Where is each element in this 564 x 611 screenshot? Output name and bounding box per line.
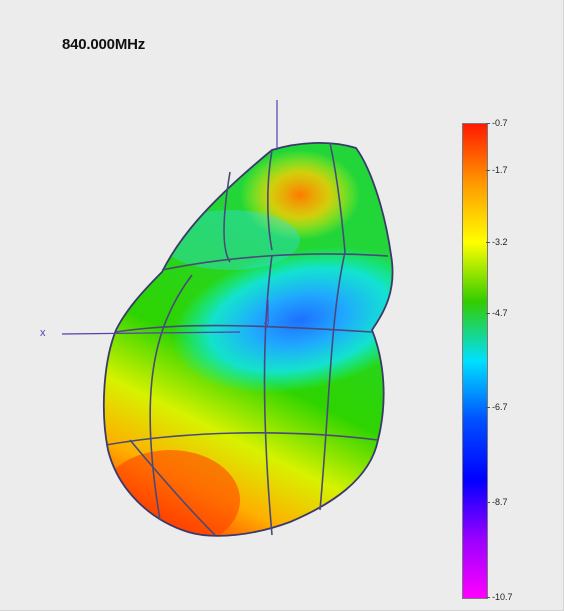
colorbar-tick-mark <box>486 407 490 409</box>
colorbar-tick-label: -8.7 <box>492 497 508 508</box>
colorbar <box>462 123 488 599</box>
x-axis-line <box>61 331 241 335</box>
colorbar-tick-label: -10.7 <box>492 592 513 602</box>
colorbar-tick-label: -3.2 <box>492 236 508 247</box>
colorbar-tick-label: -0.7 <box>492 118 508 128</box>
colorbar-tick-mark <box>486 123 490 124</box>
colorbar-tick-mark <box>486 170 490 172</box>
x-axis-label: x <box>40 327 46 339</box>
colorbar-tick-label: -1.7 <box>492 165 508 176</box>
colorbar-tick-mark <box>486 241 490 243</box>
colorbar-tick-mark <box>486 502 490 504</box>
coordinate-axes <box>61 100 278 335</box>
colorbar-tick-label: -6.7 <box>492 402 508 413</box>
colorbar-tick-label: -4.7 <box>492 307 508 318</box>
colorbar-tick-mark <box>486 597 490 598</box>
colorbar-tick-mark <box>486 312 490 314</box>
frequency-title: 840.000MHz <box>62 36 146 53</box>
pattern-mesh <box>102 142 394 537</box>
y-axis-label: y <box>264 320 269 331</box>
